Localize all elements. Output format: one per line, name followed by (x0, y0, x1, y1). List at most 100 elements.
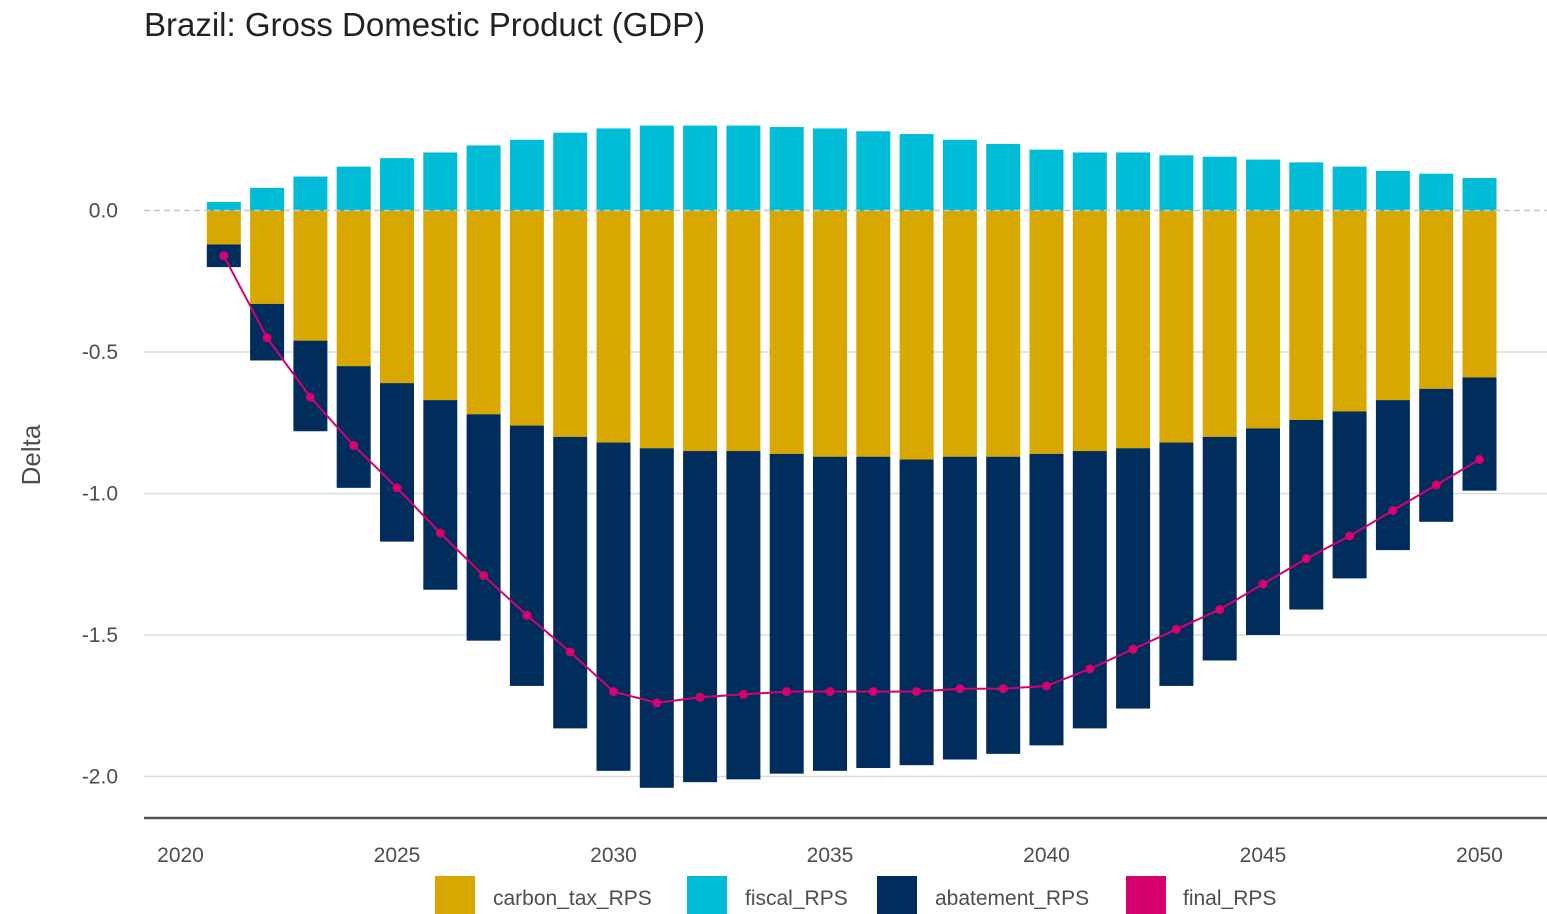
y-tick-label: -0.5 (82, 341, 118, 364)
bar-abatement-rps-2041 (1072, 451, 1107, 729)
bar-carbon-tax-rps-2047 (1332, 210, 1367, 412)
bar-fiscal-rps-2026 (423, 152, 458, 211)
legend: carbon_tax_RPS fiscal_RPS abatement_RPS fin… (435, 876, 1276, 914)
bar-fiscal-rps-2037 (899, 134, 934, 211)
bar-abatement-rps-2040 (1029, 453, 1064, 746)
bar-carbon-tax-rps-2035 (813, 210, 847, 457)
bar-carbon-tax-rps-2025 (380, 210, 414, 384)
bar-carbon-tax-rps-2039 (986, 210, 1021, 457)
bar-carbon-tax-rps-2042 (1116, 210, 1151, 449)
bar-abatement-rps-2038 (942, 456, 977, 760)
point-final-rps-2047 (1345, 531, 1355, 541)
point-final-rps-2036 (868, 687, 878, 697)
bar-abatement-rps-2043 (1159, 442, 1194, 686)
bar-fiscal-rps-2028 (509, 139, 544, 211)
bar-carbon-tax-rps-2031 (639, 210, 674, 449)
x-tick-label: 2050 (1456, 844, 1503, 867)
point-final-rps-2034 (782, 687, 792, 697)
point-final-rps-2042 (1128, 644, 1138, 654)
point-final-rps-2038 (955, 684, 965, 694)
bar-fiscal-rps-2043 (1159, 155, 1194, 211)
bar-abatement-rps-2042 (1116, 448, 1151, 709)
final-line (219, 251, 1484, 708)
x-tick-label: 2025 (374, 844, 421, 867)
bar-abatement-rps-2034 (769, 453, 804, 774)
bar-carbon-tax-rps-2032 (683, 210, 718, 452)
bar-fiscal-rps-2038 (942, 139, 977, 211)
point-final-rps-2023 (305, 392, 315, 402)
legend-swatch-carbon-tax-rps (435, 876, 475, 914)
bar-fiscal-rps-2030 (596, 128, 631, 211)
bar-abatement-rps-2036 (856, 456, 891, 769)
bar-abatement-rps-2037 (899, 459, 934, 766)
x-tick-label: 2030 (590, 844, 637, 867)
point-final-rps-2024 (349, 440, 359, 450)
bar-fiscal-rps-2049 (1419, 173, 1454, 211)
bar-fiscal-rps-2023 (293, 176, 328, 211)
point-final-rps-2025 (392, 483, 402, 493)
legend-swatch-fiscal-rps (687, 876, 727, 914)
bar-carbon-tax-rps-2022 (250, 210, 285, 304)
point-final-rps-2050 (1475, 455, 1484, 465)
bar-fiscal-rps-2041 (1072, 152, 1107, 211)
point-final-rps-2022 (262, 333, 272, 343)
point-final-rps-2030 (609, 687, 618, 697)
point-final-rps-2026 (435, 528, 445, 538)
bar-abatement-rps-2030 (596, 442, 631, 771)
chart-title: Brazil: Gross Domestic Product (GDP) (144, 6, 705, 43)
y-tick-label: -1.5 (82, 624, 118, 647)
bar-fiscal-rps-2031 (639, 125, 674, 211)
bar-abatement-rps-2032 (683, 451, 718, 783)
bar-carbon-tax-rps-2040 (1029, 210, 1064, 454)
point-final-rps-2032 (695, 692, 705, 702)
bar-abatement-rps-2044 (1202, 436, 1237, 661)
legend-label-abatement-rps: abatement_RPS (935, 887, 1089, 910)
point-final-rps-2037 (912, 687, 922, 697)
bar-fiscal-rps-2033 (726, 125, 761, 211)
bar-abatement-rps-2023 (293, 340, 328, 432)
bar-carbon-tax-rps-2038 (942, 210, 977, 457)
bar-carbon-tax-rps-2029 (553, 210, 588, 437)
legend-label-carbon-tax-rps: carbon_tax_RPS (493, 887, 652, 910)
bar-carbon-tax-rps-2044 (1202, 210, 1237, 437)
bar-carbon-tax-rps-2043 (1159, 210, 1194, 443)
bar-carbon-tax-rps-2049 (1419, 210, 1454, 389)
bar-carbon-tax-rps-2050 (1462, 210, 1497, 378)
bar-fiscal-rps-2039 (986, 143, 1021, 211)
bars (206, 125, 1497, 788)
legend-label-fiscal-rps: fiscal_RPS (745, 887, 848, 910)
point-final-rps-2031 (652, 698, 662, 708)
bar-abatement-rps-2046 (1289, 419, 1324, 610)
bar-carbon-tax-rps-2024 (336, 210, 371, 367)
bar-fiscal-rps-2024 (336, 166, 371, 211)
bar-abatement-rps-2024 (336, 366, 371, 488)
axes: 0.0 -0.5 -1.0 -1.5 -2.0 2020 2025 2030 2035 2040 2… (82, 200, 1547, 867)
bar-abatement-rps-2031 (639, 448, 674, 788)
bar-fiscal-rps-2029 (553, 132, 588, 211)
bar-carbon-tax-rps-2034 (769, 210, 804, 454)
bar-abatement-rps-2022 (250, 303, 285, 361)
y-tick-label: 0.0 (89, 200, 118, 223)
x-tick-label: 2020 (157, 844, 204, 867)
y-tick-label: -1.0 (82, 483, 118, 506)
point-final-rps-2041 (1085, 664, 1095, 674)
point-final-rps-2046 (1301, 554, 1311, 564)
bar-abatement-rps-2045 (1246, 428, 1280, 635)
bar-fiscal-rps-2042 (1116, 152, 1151, 211)
point-final-rps-2049 (1431, 480, 1441, 490)
bar-carbon-tax-rps-2023 (293, 210, 328, 341)
legend-swatch-final-rps (1126, 876, 1166, 914)
bar-fiscal-rps-2032 (683, 125, 718, 211)
point-final-rps-2035 (825, 687, 835, 697)
bar-fiscal-rps-2047 (1332, 166, 1367, 211)
line-final-rps (222, 255, 1481, 704)
bar-carbon-tax-rps-2045 (1246, 210, 1280, 429)
point-final-rps-2029 (565, 647, 575, 657)
bar-fiscal-rps-2040 (1029, 149, 1064, 211)
bar-fiscal-rps-2045 (1246, 159, 1280, 211)
bar-carbon-tax-rps-2036 (856, 210, 891, 457)
bar-fiscal-rps-2044 (1202, 156, 1237, 211)
bar-abatement-rps-2047 (1332, 411, 1367, 579)
point-final-rps-2027 (479, 571, 489, 581)
